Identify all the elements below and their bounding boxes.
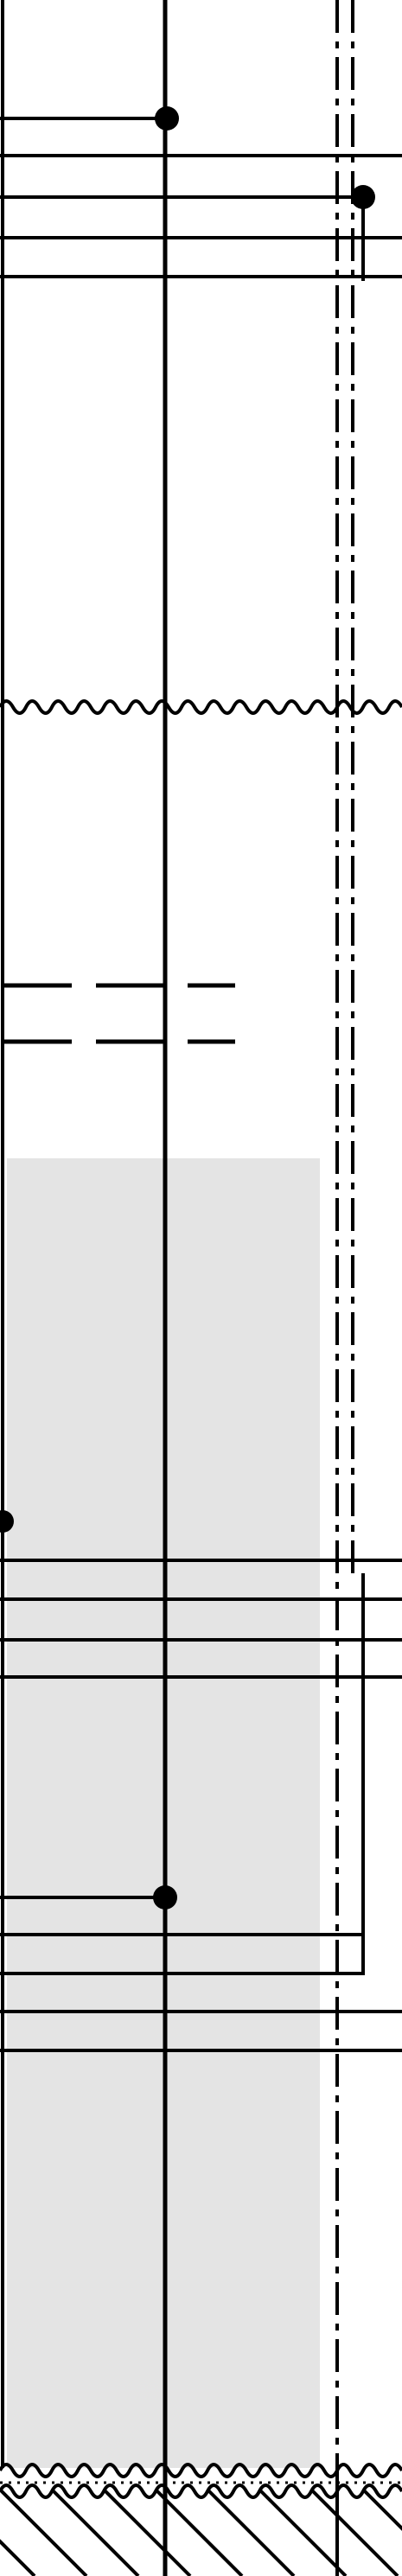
node-top-main: [155, 106, 179, 131]
node-left-border: [0, 1510, 14, 1533]
break-line-upper: [0, 699, 402, 715]
node-lower-main: [153, 1885, 177, 1910]
node-top-right: [351, 185, 375, 209]
break-line-bottom-2: [0, 2484, 402, 2499]
hatched-region: [0, 2468, 402, 2576]
break-line-bottom-1: [0, 2463, 402, 2478]
